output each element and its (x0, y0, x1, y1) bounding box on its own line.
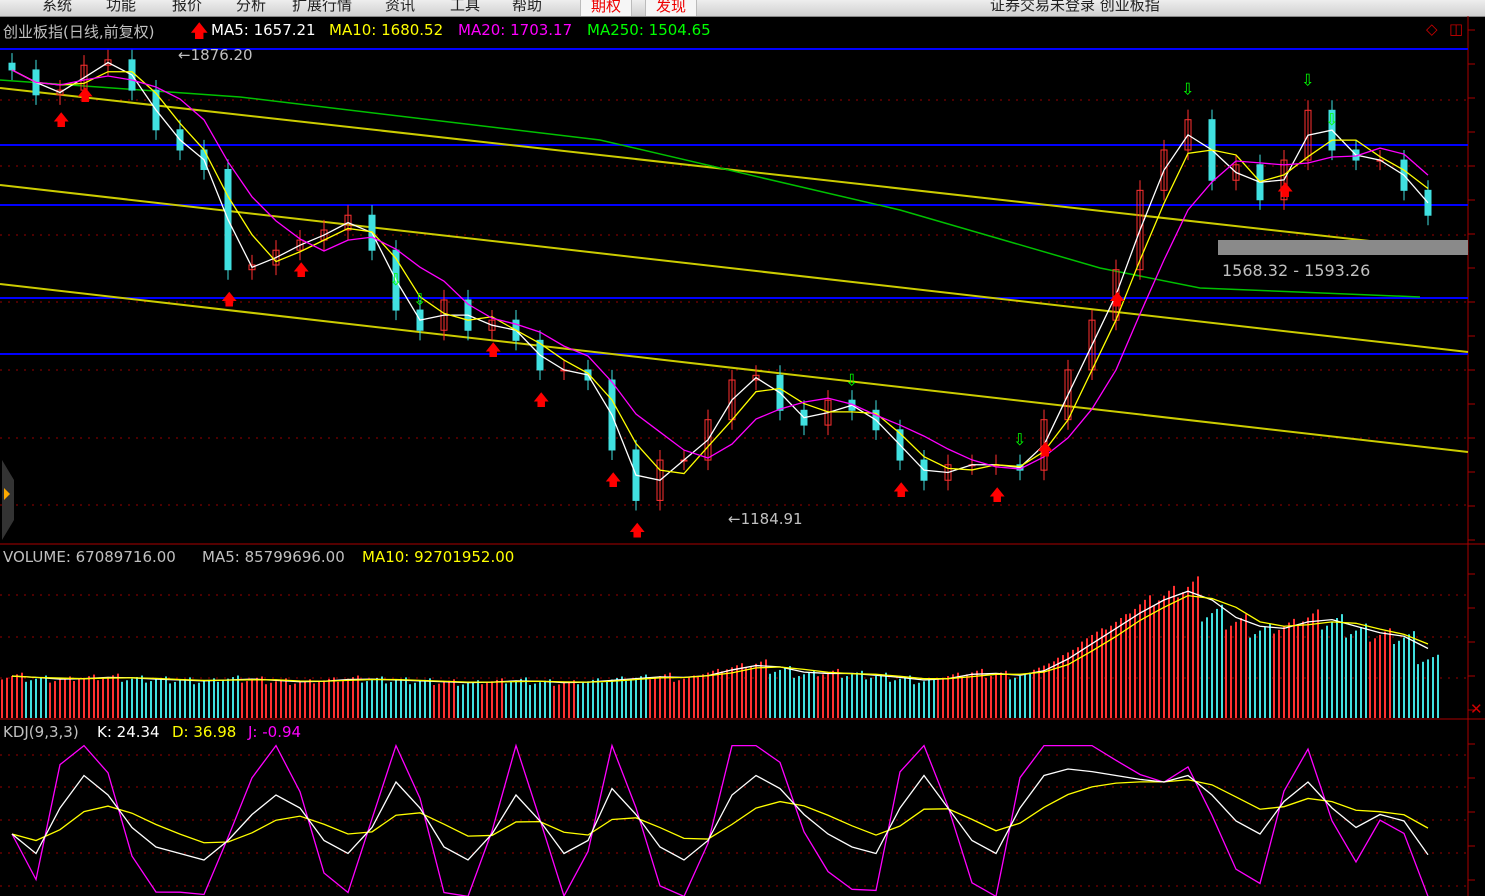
ma5-value: MA5: 1657.21 (211, 21, 316, 39)
up-arrow-icon: 🡅 (190, 21, 209, 42)
trend-line (0, 283, 1469, 453)
buy-signal-arrow: 🡅 (221, 290, 237, 309)
candle-body (1184, 119, 1192, 151)
menu-quote[interactable]: 报价 (172, 0, 203, 14)
menu-analysis[interactable]: 分析 (236, 0, 267, 14)
menu-help[interactable]: 帮助 (512, 0, 543, 14)
range-box (1218, 240, 1468, 255)
trend-line (0, 87, 1469, 253)
buy-signal-arrow: 🡅 (1037, 440, 1053, 459)
volume-value: VOLUME: 67089716.00 (3, 548, 176, 566)
kdj-k: K: 24.34 (97, 723, 160, 741)
candle-body (704, 419, 712, 461)
sell-signal-arrow: ⇩ (845, 370, 858, 389)
diamond-icon[interactable]: ◇ (1426, 20, 1438, 38)
menu-tools[interactable]: 工具 (450, 0, 481, 14)
ma5-line (11, 61, 1429, 481)
kdj-j-line (11, 743, 1429, 896)
range-label: 1568.32 - 1593.26 (1222, 261, 1371, 280)
sell-signal-arrow: ⇩ (1301, 70, 1314, 89)
ma10-line (11, 69, 1429, 475)
candle-body (296, 239, 304, 251)
low-price-label: ←1184.91 (728, 510, 803, 528)
buy-signal-arrow: 🡅 (893, 480, 909, 499)
ma20-line (11, 69, 1429, 470)
menu-news[interactable]: 资讯 (385, 0, 416, 14)
high-price-label: ←1876.20 (178, 46, 253, 64)
buy-signal-arrow: 🡅 (1109, 290, 1125, 309)
sell-signal-arrow: ⇩ (389, 270, 402, 289)
window-toggle-icon[interactable]: ◫ (1449, 20, 1464, 38)
buy-signal-arrow: 🡅 (293, 260, 309, 279)
candle-body (1136, 189, 1144, 271)
buy-signal-arrow: 🡅 (629, 520, 645, 539)
buy-signal-arrow: 🡅 (77, 85, 93, 104)
sell-signal-arrow: ⇩ (1181, 80, 1194, 99)
sell-signal-arrow: ⇩ (1325, 110, 1338, 129)
volume-ma10: MA10: 92701952.00 (362, 548, 515, 566)
sell-signal-arrow: ⇩ (1013, 430, 1026, 449)
buy-signal-arrow: 🡅 (989, 485, 1005, 504)
side-panel-handle (2, 460, 14, 540)
buy-signal-arrow: 🡅 (533, 390, 549, 409)
candle-body (56, 89, 64, 96)
volume-ma10-line (11, 594, 1429, 683)
menu-options[interactable]: 期权 (580, 0, 633, 16)
menu-system[interactable]: 系统 (42, 0, 73, 14)
candle-body (1232, 164, 1240, 181)
trend-line (0, 184, 1469, 353)
kdj-d-line (11, 779, 1429, 844)
ma20-value: MA20: 1703.17 (458, 21, 573, 39)
candle-body (248, 264, 256, 271)
volume-ma5: MA5: 85799696.00 (202, 548, 345, 566)
price-panel-title: 创业板指(日线,前复权) (3, 23, 155, 41)
candle-body (104, 59, 112, 66)
expand-arrow-icon (4, 488, 10, 500)
candle-body (752, 374, 760, 381)
menu-discover[interactable]: 发现 (645, 0, 698, 16)
candle-body (344, 214, 352, 231)
ma10-value: MA10: 1680.52 (329, 21, 444, 39)
candle-body (1160, 149, 1168, 191)
menu-bar: 系统 功能 报价 分析 扩展行情 资讯 工具 帮助 期权 发现 证券交易未登录 … (0, 0, 1485, 17)
buy-signal-arrow: 🡅 (53, 110, 69, 129)
candle-body (80, 64, 88, 91)
kdj-k-line (11, 768, 1429, 861)
buy-signal-arrow: 🡅 (485, 340, 501, 359)
buy-signal-arrow: 🡅 (605, 470, 621, 489)
buy-signal-arrow: 🡅 (1277, 180, 1293, 199)
kdj-j: J: -0.94 (248, 723, 302, 741)
candle-body (1040, 419, 1048, 471)
candle-body (8, 62, 16, 71)
kdj-title: KDJ(9,3,3) (3, 723, 79, 741)
sell-signal-arrow: ⇩ (413, 290, 426, 309)
menu-function[interactable]: 功能 (106, 0, 137, 14)
ma250-line (0, 79, 1421, 298)
close-panel-icon[interactable]: ✕ (1470, 700, 1483, 718)
window-title: 证券交易未登录 创业板指 (990, 0, 1160, 14)
ma250-value: MA250: 1504.65 (587, 21, 711, 39)
menu-extended-quotes[interactable]: 扩展行情 (292, 0, 353, 14)
kdj-d: D: 36.98 (172, 723, 237, 741)
